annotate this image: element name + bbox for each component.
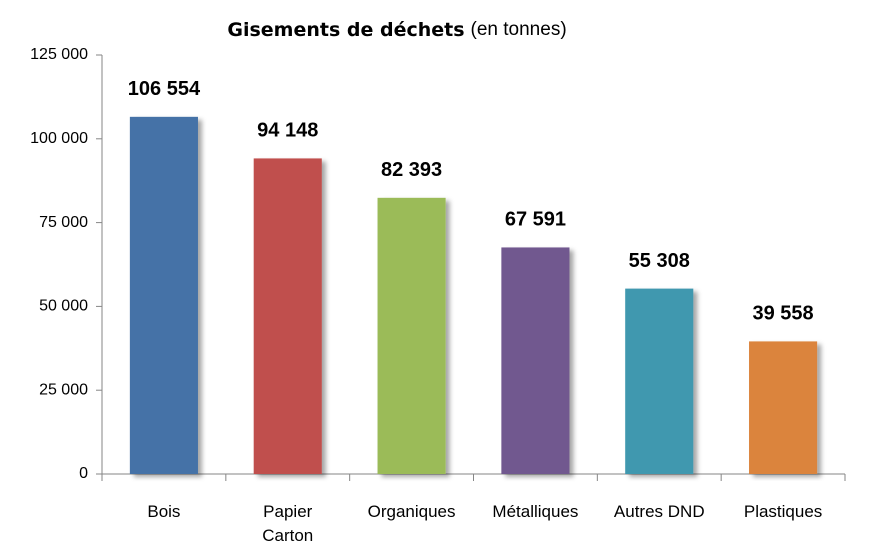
bar (129, 116, 198, 474)
bar (501, 247, 570, 474)
title-main: Gisements de déchets (227, 19, 464, 41)
value-label: 82 393 (381, 159, 442, 181)
x-tick-label: Papier Carton (262, 502, 314, 545)
x-tick-label: Autres DND (613, 502, 705, 521)
y-tick-label: 50 000 (39, 298, 88, 315)
value-label: 94 148 (257, 120, 318, 142)
bar (749, 341, 818, 474)
y-tick-label: 125 000 (30, 46, 88, 63)
bar (377, 197, 446, 474)
value-label: 106 554 (128, 78, 201, 100)
x-tick-label: Organiques (367, 502, 456, 521)
value-label: 39 558 (752, 303, 813, 325)
y-tick-label: 0 (79, 465, 88, 482)
y-tick-label: 100 000 (30, 130, 88, 147)
bar (253, 158, 322, 475)
value-label: 55 308 (629, 250, 690, 272)
x-tick-label: Bois (147, 502, 181, 521)
chart-title: Gisements de déchets (en tonnes) (227, 19, 566, 41)
y-tick-label: 25 000 (39, 381, 88, 398)
x-tick-label: Plastiques (743, 502, 823, 521)
title-unit: (en tonnes) (471, 19, 567, 40)
bar (625, 288, 694, 474)
y-tick-label: 75 000 (39, 214, 88, 231)
value-label: 67 591 (505, 209, 566, 231)
x-tick-label: Métalliques (492, 502, 579, 521)
